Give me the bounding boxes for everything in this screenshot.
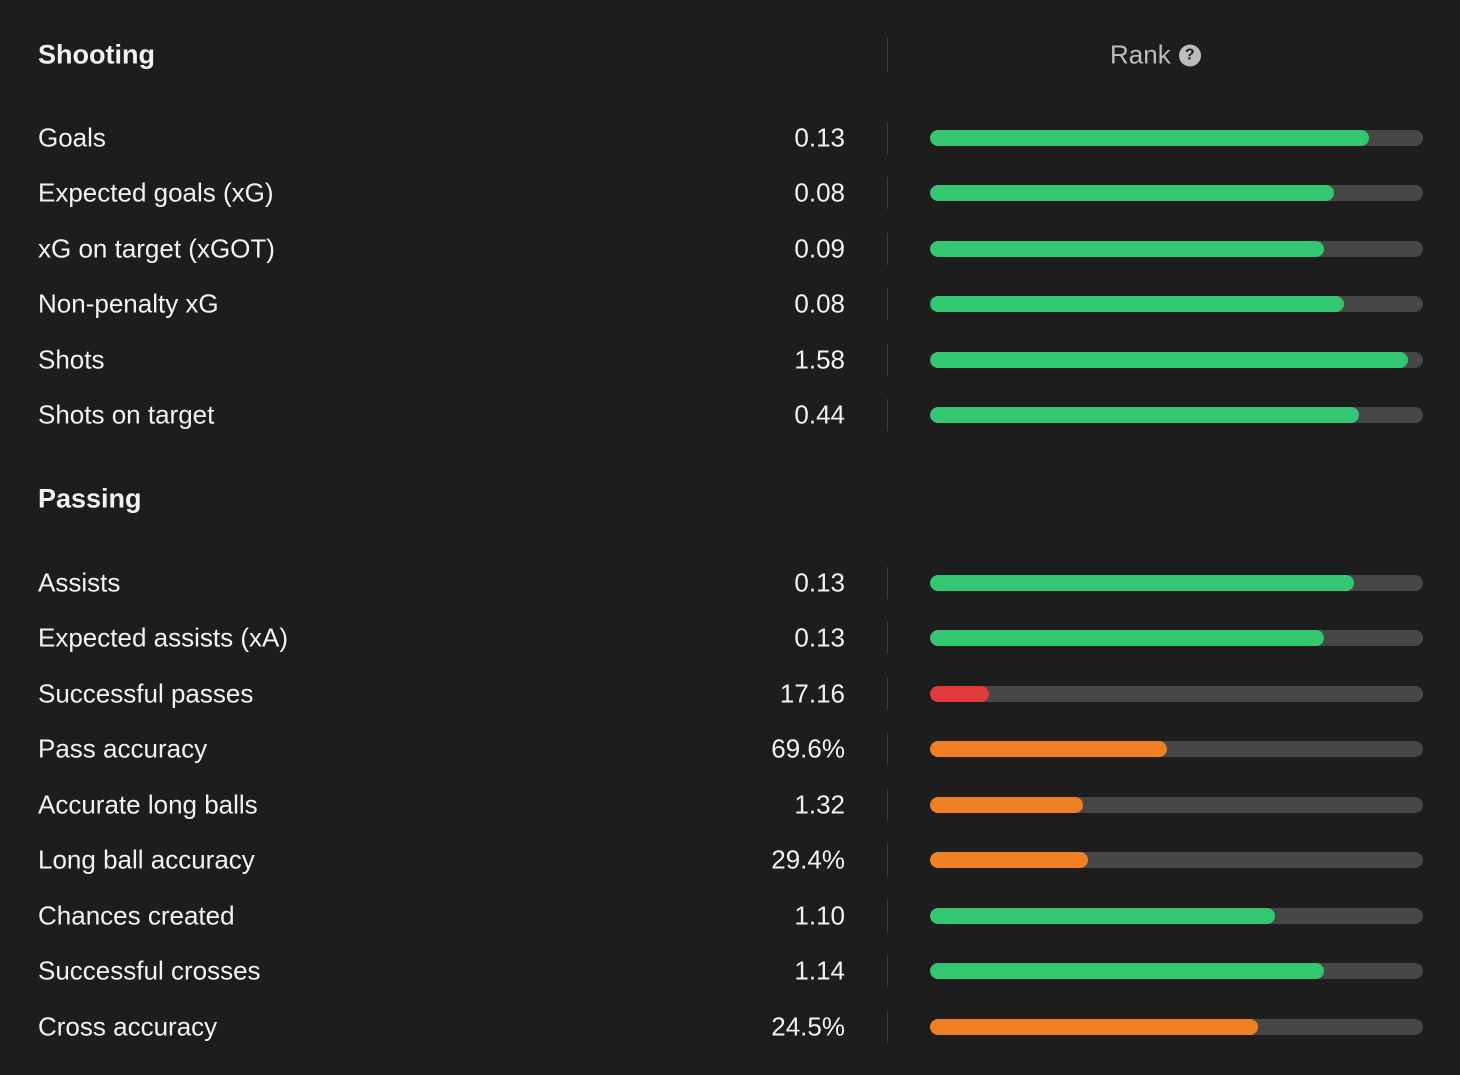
- row-divider: [887, 399, 888, 432]
- stat-value: 0.09: [794, 233, 845, 264]
- rank-bar-track: [930, 741, 1423, 758]
- row-divider: [887, 844, 888, 877]
- rank-bar-track: [930, 630, 1423, 647]
- rank-bar-track: [930, 574, 1423, 591]
- row-divider: [887, 677, 888, 710]
- stat-value: 24.5%: [771, 1011, 845, 1042]
- row-divider: [887, 788, 888, 821]
- rank-column-header: Rank ?: [1110, 40, 1201, 71]
- stat-value: 1.32: [794, 789, 845, 820]
- rank-bar-track: [930, 1018, 1423, 1035]
- stat-label: Pass accuracy: [38, 733, 208, 764]
- stat-value: 0.13: [794, 122, 845, 153]
- rank-bar-track: [930, 351, 1423, 368]
- stat-value: 29.4%: [771, 844, 845, 875]
- section-header-shooting: Shooting Rank ?: [0, 0, 1460, 110]
- rank-bar-track: [930, 852, 1423, 869]
- stat-label: xG on target (xGOT): [38, 233, 275, 264]
- stat-row: Expected goals (xG) 0.08: [0, 166, 1460, 222]
- stat-label: Successful passes: [38, 678, 254, 709]
- row-divider: [887, 121, 888, 154]
- help-icon[interactable]: ?: [1178, 44, 1201, 66]
- stat-value: 0.08: [794, 288, 845, 319]
- stat-row: Assists 0.13: [0, 555, 1460, 611]
- stat-label: Expected assists (xA): [38, 622, 288, 653]
- rank-bar-fill: [930, 407, 1359, 424]
- stat-row: Shots 1.58: [0, 332, 1460, 388]
- row-divider: [887, 622, 888, 655]
- stat-row: Goals 0.13: [0, 110, 1460, 166]
- rank-bar-fill: [930, 185, 1335, 202]
- stat-row: xG on target (xGOT) 0.09: [0, 221, 1460, 277]
- stat-label: Expected goals (xG): [38, 177, 274, 208]
- stat-row: Expected assists (xA) 0.13: [0, 611, 1460, 667]
- rank-bar-fill: [930, 574, 1354, 591]
- stat-label: Chances created: [38, 900, 235, 931]
- rank-bar-fill: [930, 630, 1325, 647]
- stat-label: Assists: [38, 567, 121, 598]
- stat-value: 1.58: [794, 344, 845, 375]
- stat-row: Shots on target 0.44: [0, 388, 1460, 444]
- rank-bar-track: [930, 185, 1423, 202]
- rank-bar-fill: [930, 685, 990, 702]
- stat-label: Long ball accuracy: [38, 844, 255, 875]
- rank-bar-fill: [930, 963, 1325, 980]
- row-divider: [887, 1010, 888, 1043]
- stat-row: Long ball accuracy 29.4%: [0, 833, 1460, 889]
- rank-bar-fill: [930, 907, 1276, 924]
- rank-label: Rank: [1110, 39, 1171, 70]
- stat-value: 0.13: [794, 567, 845, 598]
- row-divider: [887, 177, 888, 210]
- section-title: Shooting: [38, 39, 155, 70]
- rank-bar-track: [930, 240, 1423, 257]
- rank-bar-track: [930, 296, 1423, 313]
- stat-value: 17.16: [779, 678, 845, 709]
- rank-bar-track: [930, 796, 1423, 813]
- stat-row: Non-penalty xG 0.08: [0, 277, 1460, 333]
- rank-bar-fill: [930, 796, 1083, 813]
- rank-bar-track: [930, 907, 1423, 924]
- row-divider: [887, 566, 888, 599]
- stat-row: Pass accuracy 69.6%: [0, 722, 1460, 778]
- stat-label: Cross accuracy: [38, 1011, 218, 1042]
- stat-value: 0.44: [794, 399, 845, 430]
- column-divider: [887, 38, 888, 72]
- rank-bar-fill: [930, 240, 1325, 257]
- section-header-passing: Passing: [0, 443, 1460, 555]
- rank-bar-track: [930, 129, 1423, 146]
- rank-bar-fill: [930, 741, 1167, 758]
- stat-row: Successful passes 17.16: [0, 666, 1460, 722]
- stat-row: Accurate long balls 1.32: [0, 777, 1460, 833]
- stat-label: Shots: [38, 344, 105, 375]
- stat-label: Accurate long balls: [38, 789, 258, 820]
- row-divider: [887, 288, 888, 321]
- section-title: Passing: [38, 483, 142, 514]
- stat-value: 0.13: [794, 622, 845, 653]
- rank-bar-fill: [930, 852, 1088, 869]
- stat-value: 1.10: [794, 900, 845, 931]
- row-divider: [887, 343, 888, 376]
- stat-value: 69.6%: [771, 733, 845, 764]
- rank-bar-fill: [930, 296, 1345, 313]
- rank-bar-track: [930, 685, 1423, 702]
- stat-label: Shots on target: [38, 399, 215, 430]
- row-divider: [887, 232, 888, 265]
- stat-row: Successful crosses 1.14: [0, 944, 1460, 1000]
- row-divider: [887, 955, 888, 988]
- stat-value: 1.14: [794, 955, 845, 986]
- stat-value: 0.08: [794, 177, 845, 208]
- rank-bar-track: [930, 407, 1423, 424]
- rank-bar-fill: [930, 129, 1369, 146]
- row-divider: [887, 733, 888, 766]
- stat-label: Goals: [38, 122, 106, 153]
- stat-row: Cross accuracy 24.5%: [0, 999, 1460, 1055]
- stat-row: Chances created 1.10: [0, 888, 1460, 944]
- stat-label: Non-penalty xG: [38, 288, 219, 319]
- stat-label: Successful crosses: [38, 955, 261, 986]
- row-divider: [887, 899, 888, 932]
- rank-bar-fill: [930, 351, 1409, 368]
- rank-bar-fill: [930, 1018, 1258, 1035]
- rank-bar-track: [930, 963, 1423, 980]
